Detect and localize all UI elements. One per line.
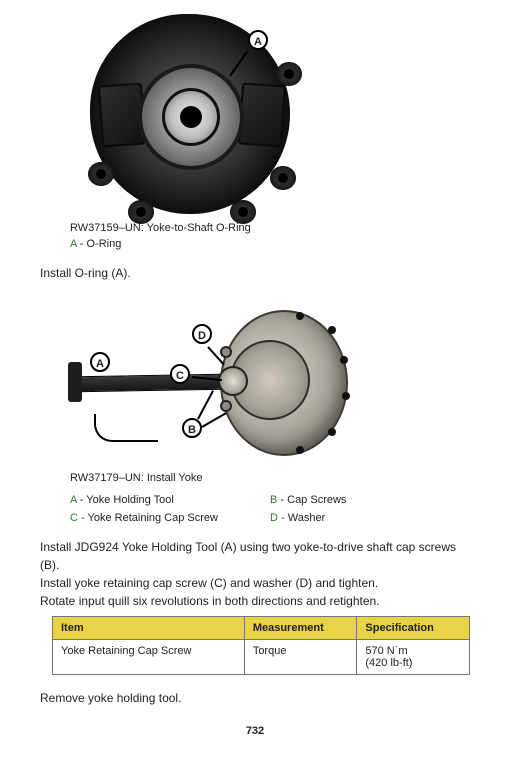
key-text-b: - Cap Screws <box>277 494 346 506</box>
figure-2: A D C B RW37179–UN: Install Yoke A - Yok… <box>40 296 470 524</box>
page: A RW37159–UN: Yoke-to-Shaft O-Ring A - O… <box>0 0 510 757</box>
col-specification: Specification <box>357 617 470 640</box>
figure-1-key-a: A - O-Ring <box>70 238 470 250</box>
figure-2-image: A D C B <box>70 296 350 466</box>
flange-hole <box>296 446 304 454</box>
col-measurement: Measurement <box>244 617 357 640</box>
cell-measurement: Torque <box>244 640 357 675</box>
flange-ear <box>230 200 256 224</box>
hub-bore <box>180 106 202 128</box>
spec-line-1: 570 N˙m <box>365 645 407 657</box>
flange-hole <box>296 312 304 320</box>
leader-line-a <box>94 414 158 442</box>
spec-table-wrap: Item Measurement Specification Yoke Reta… <box>40 616 470 675</box>
flange-ear <box>276 62 302 86</box>
callout-a: A <box>248 30 268 50</box>
figure-2-key-b: B - Cap Screws <box>270 494 470 506</box>
page-number: 732 <box>40 725 470 737</box>
leader-line-b <box>197 390 214 419</box>
key-text-a: - Yoke Holding Tool <box>77 494 174 506</box>
cap-screw <box>220 346 232 358</box>
key-letter-a: A <box>70 494 77 506</box>
callout-b: B <box>182 418 202 438</box>
col-item: Item <box>53 617 245 640</box>
figure-2-caption: RW37179–UN: Install Yoke <box>70 472 470 484</box>
key-letter-a: A <box>70 238 77 250</box>
flange-hole <box>328 428 336 436</box>
flange-ear <box>270 166 296 190</box>
key-text-c: - Yoke Retaining Cap Screw <box>78 512 218 524</box>
paragraph-2: Install JDG924 Yoke Holding Tool (A) usi… <box>40 538 470 610</box>
flange-hole <box>328 326 336 334</box>
cap-screw <box>220 400 232 412</box>
paragraph-2-line-3: Rotate input quill six revolutions in bo… <box>40 594 380 608</box>
callout-c: C <box>170 364 190 384</box>
table-row: Yoke Retaining Cap Screw Torque 570 N˙m … <box>53 640 470 675</box>
cell-item: Yoke Retaining Cap Screw <box>53 640 245 675</box>
flange-hole <box>340 356 348 364</box>
retaining-cap-screw <box>218 366 248 396</box>
paragraph-2-line-2: Install yoke retaining cap screw (C) and… <box>40 576 378 590</box>
key-text-a: - O-Ring <box>77 238 122 250</box>
flange-hole <box>342 392 350 400</box>
key-text-d: - Washer <box>278 512 325 524</box>
paragraph-3: Remove yoke holding tool. <box>40 689 470 707</box>
figure-1-caption: RW37159–UN: Yoke-to-Shaft O-Ring <box>70 222 470 234</box>
callout-d: D <box>192 324 212 344</box>
figure-2-key-c: C - Yoke Retaining Cap Screw <box>70 512 270 524</box>
figure-2-key-a: A - Yoke Holding Tool <box>70 494 270 506</box>
figure-2-keys: A - Yoke Holding Tool B - Cap Screws C -… <box>70 488 470 524</box>
cell-spec: 570 N˙m (420 lb-ft) <box>357 640 470 675</box>
flange-ear <box>128 200 154 224</box>
flange-ear <box>88 162 114 186</box>
spec-table: Item Measurement Specification Yoke Reta… <box>52 616 470 675</box>
key-letter-c: C <box>70 512 78 524</box>
callout-a: A <box>90 352 110 372</box>
pad-right <box>238 83 286 148</box>
table-header-row: Item Measurement Specification <box>53 617 470 640</box>
holding-tool-end <box>68 362 82 402</box>
figure-1: A RW37159–UN: Yoke-to-Shaft O-Ring A - O… <box>40 12 470 250</box>
paragraph-2-line-1: Install JDG924 Yoke Holding Tool (A) usi… <box>40 540 456 572</box>
figure-2-key-d: D - Washer <box>270 512 470 524</box>
leader-line-b <box>202 412 227 428</box>
holding-tool-bar <box>70 374 230 393</box>
figure-1-image: A <box>70 12 300 216</box>
key-letter-d: D <box>270 512 278 524</box>
paragraph-1: Install O-ring (A). <box>40 264 470 282</box>
spec-line-2: (420 lb-ft) <box>365 657 412 669</box>
